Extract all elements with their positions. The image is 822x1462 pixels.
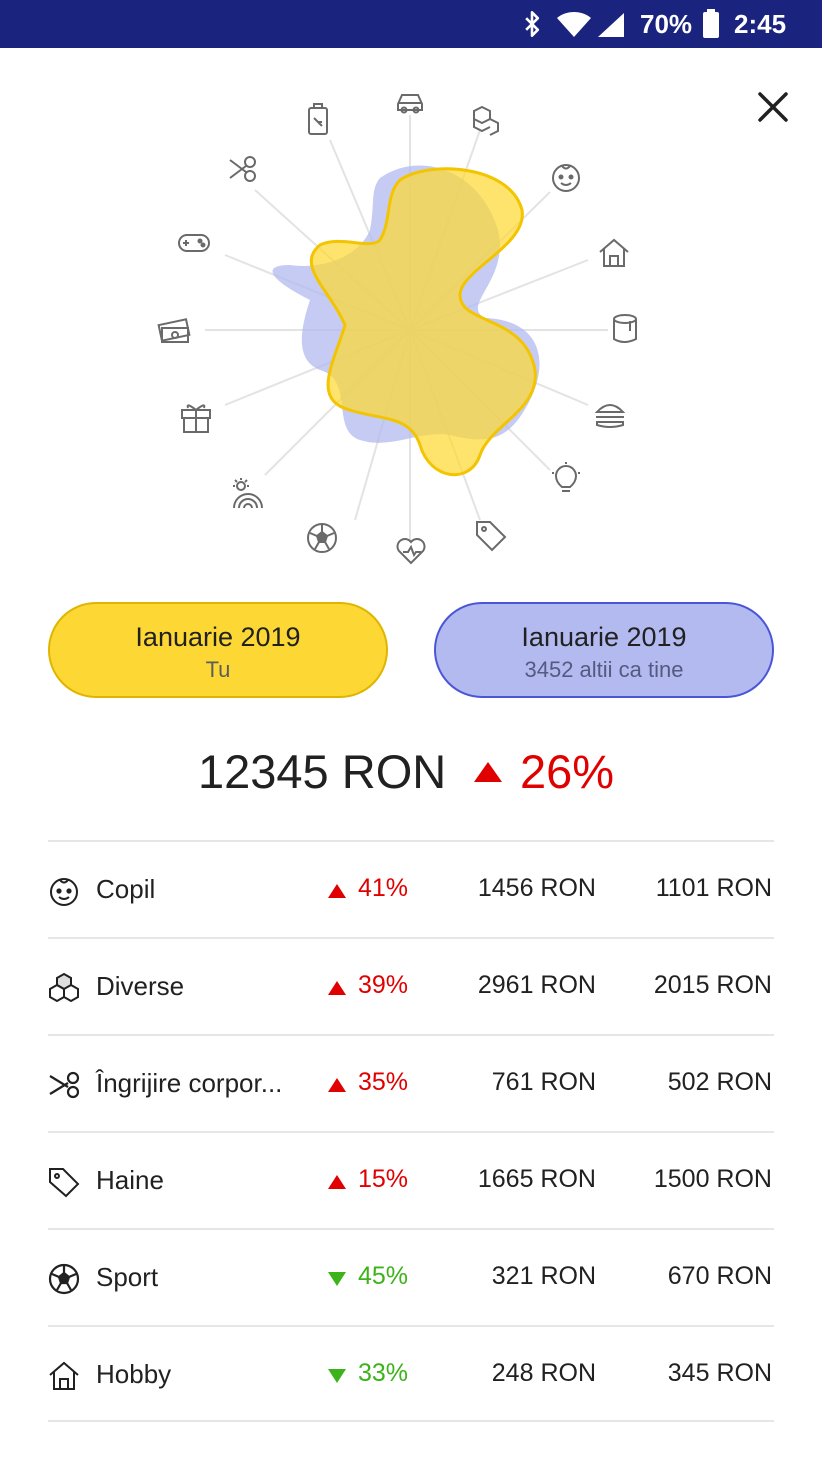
category-you-value: 321 RON [491, 1262, 596, 1290]
category-others-value: 345 RON [667, 1359, 772, 1387]
period-others-label: Ianuarie 2019 [521, 622, 687, 652]
category-change: 35% [358, 1068, 409, 1096]
category-you-value: 248 RON [491, 1359, 596, 1387]
category-you-value: 761 RON [491, 1068, 596, 1096]
clock: 2:45 [734, 9, 787, 39]
category-others-value: 1101 RON [655, 874, 772, 902]
battery-percent: 70% [640, 9, 693, 39]
child-face-icon [50, 878, 78, 906]
total-summary: 12345 RON 26% [0, 740, 822, 810]
lightbulb-icon [552, 462, 580, 492]
category-label: Hobby [96, 1359, 172, 1389]
category-others-value: 670 RON [667, 1262, 772, 1290]
boxes-icon [49, 972, 79, 1003]
category-others-value: 2015 RON [653, 971, 772, 999]
category-label: Sport [96, 1262, 159, 1292]
category-label: Îngrijire corpor... [96, 1068, 283, 1098]
total-amount: 12345 RON [198, 745, 447, 798]
period-you-button[interactable]: Ianuarie 2019 Tu [48, 602, 388, 698]
category-label: Diverse [96, 971, 185, 1001]
trend-up-icon [328, 884, 346, 898]
list-item[interactable]: Sport 45% 321 RON 670 RON [48, 1228, 774, 1325]
category-you-value: 1456 RON [477, 874, 596, 902]
category-change: 41% [358, 874, 409, 902]
category-change: 33% [358, 1359, 409, 1387]
soccer-ball-icon [307, 523, 337, 553]
spending-radar [157, 94, 637, 565]
heart-pulse-icon [396, 538, 426, 565]
category-others-value: 1500 RON [653, 1165, 772, 1193]
period-you-subtitle: Tu [205, 657, 231, 682]
you-blob [309, 167, 537, 477]
signal-icon [598, 13, 624, 37]
burger-icon [594, 404, 626, 428]
period-others-button[interactable]: Ianuarie 2019 3452 altii ca tine [434, 602, 774, 698]
trend-up-icon [328, 1078, 346, 1092]
gift-icon [181, 404, 211, 433]
luggage-icon [308, 103, 328, 135]
list-item[interactable]: Copil 41% 1456 RON 1101 RON [48, 840, 774, 937]
list-item[interactable]: Îngrijire corpor... 35% 761 RON 502 RON [48, 1034, 774, 1131]
money-icon [157, 318, 191, 343]
paint-bucket-icon [613, 314, 637, 343]
scissors-icon [229, 156, 256, 182]
trend-down-icon [328, 1369, 346, 1383]
list-item[interactable]: Diverse 39% 2961 RON 2015 RON [48, 937, 774, 1034]
close-icon[interactable] [750, 84, 796, 130]
trend-down-icon [328, 1272, 346, 1286]
house-icon [599, 238, 629, 267]
category-label: Copil [96, 874, 156, 904]
category-you-value: 1665 RON [477, 1165, 596, 1193]
list-item[interactable]: Hobby 33% 248 RON 345 RON [48, 1325, 774, 1422]
tag-icon [476, 521, 507, 552]
car-icon [397, 94, 423, 114]
gamepad-icon [178, 234, 210, 252]
category-change: 45% [358, 1262, 409, 1290]
child-face-icon [552, 164, 580, 192]
boxes-icon [473, 105, 499, 136]
category-others-value: 502 RON [667, 1068, 772, 1096]
category-list: Copil 41% 1456 RON 1101 RON Diverse 39% … [48, 840, 774, 1422]
period-you-label: Ianuarie 2019 [135, 622, 301, 652]
total-change: 26% [520, 745, 615, 798]
tag-icon [49, 1168, 80, 1198]
category-you-value: 2961 RON [477, 971, 596, 999]
trend-up-icon [328, 1175, 346, 1189]
battery-icon [703, 9, 719, 38]
period-others-subtitle: 3452 altii ca tine [524, 657, 684, 682]
trend-up-icon [474, 762, 502, 782]
house-icon [49, 1361, 79, 1390]
category-change: 15% [358, 1165, 409, 1193]
category-change: 39% [358, 971, 409, 999]
bluetooth-icon [525, 11, 540, 37]
list-item[interactable]: Haine 15% 1665 RON 1500 RON [48, 1131, 774, 1228]
trend-up-icon [328, 981, 346, 995]
wifi-icon [557, 12, 591, 37]
scissors-icon [49, 1071, 80, 1099]
rainbow-icon [233, 478, 263, 509]
soccer-ball-icon [48, 1263, 80, 1295]
status-bar: 70% 2:45 [0, 0, 822, 48]
category-label: Haine [96, 1165, 164, 1195]
